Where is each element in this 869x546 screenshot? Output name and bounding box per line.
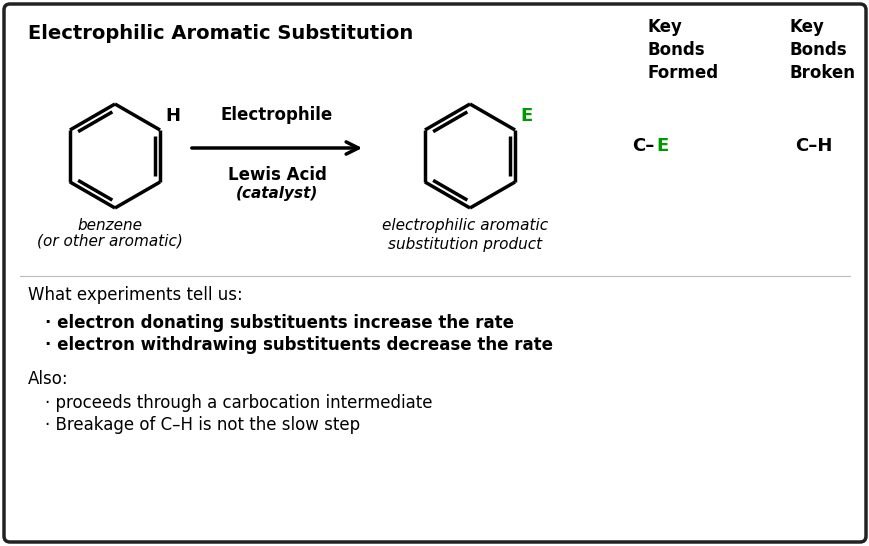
Text: C–: C–: [631, 137, 653, 155]
Text: Lewis Acid: Lewis Acid: [228, 166, 326, 184]
Text: Also:: Also:: [28, 370, 69, 388]
Text: · electron withdrawing substituents decrease the rate: · electron withdrawing substituents decr…: [45, 336, 553, 354]
Text: E: E: [655, 137, 667, 155]
Text: Electrophile: Electrophile: [221, 106, 333, 124]
Text: Key
Bonds
Formed: Key Bonds Formed: [647, 18, 719, 82]
Text: electrophilic aromatic
substitution product: electrophilic aromatic substitution prod…: [381, 218, 547, 252]
Text: Key
Bonds
Broken: Key Bonds Broken: [789, 18, 855, 82]
Text: Electrophilic Aromatic Substitution: Electrophilic Aromatic Substitution: [28, 24, 413, 43]
Text: · Breakage of C–H is not the slow step: · Breakage of C–H is not the slow step: [45, 416, 360, 434]
Text: H: H: [165, 107, 180, 125]
Text: (catalyst): (catalyst): [235, 186, 318, 201]
Text: (or other aromatic): (or other aromatic): [37, 234, 182, 249]
Text: C–H: C–H: [794, 137, 832, 155]
Text: · proceeds through a carbocation intermediate: · proceeds through a carbocation interme…: [45, 394, 432, 412]
FancyBboxPatch shape: [4, 4, 865, 542]
Text: benzene: benzene: [77, 218, 143, 233]
Text: What experiments tell us:: What experiments tell us:: [28, 286, 242, 304]
Text: E: E: [520, 107, 532, 125]
Text: · electron donating substituents increase the rate: · electron donating substituents increas…: [45, 314, 514, 332]
